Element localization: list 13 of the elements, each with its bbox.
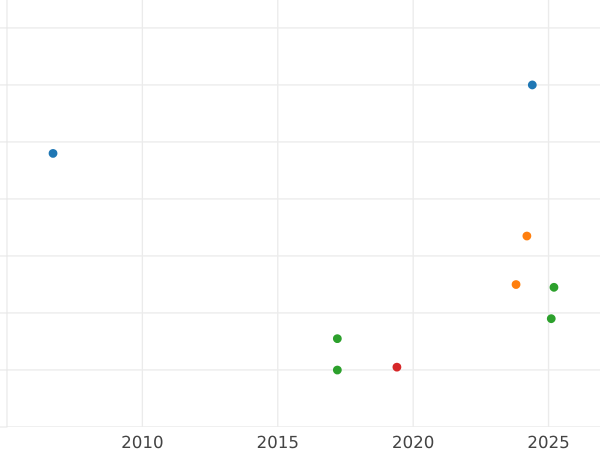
x-tick-label: 2015 bbox=[258, 436, 298, 448]
x-tick-label: 2025 bbox=[528, 436, 568, 448]
x-tick-label: 2010 bbox=[122, 436, 162, 448]
point bbox=[332, 334, 342, 344]
x-tick-label: 2020 bbox=[393, 436, 434, 448]
point bbox=[550, 282, 558, 292]
point bbox=[522, 232, 532, 240]
point bbox=[332, 366, 342, 374]
point bbox=[512, 280, 520, 289]
point bbox=[546, 314, 556, 324]
point bbox=[48, 148, 58, 158]
point bbox=[528, 80, 537, 90]
point bbox=[392, 362, 402, 372]
